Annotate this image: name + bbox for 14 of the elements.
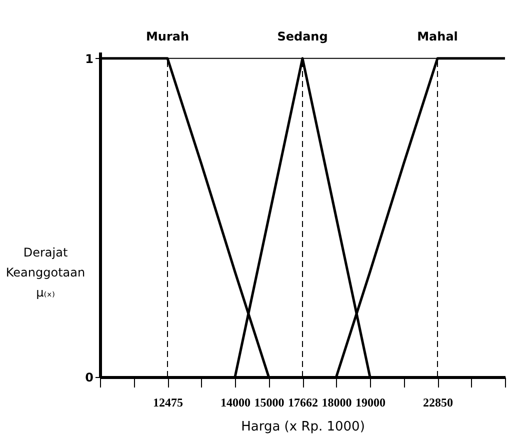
y-axis-title: Derajat Keanggotaan μ₍ₓ₎: [6, 246, 86, 300]
x-tick-label: 19000: [356, 396, 386, 410]
x-tick-label: 14000: [220, 396, 250, 410]
series-label: Mahal: [417, 29, 458, 44]
x-tick-label: 18000: [322, 396, 352, 410]
series-label: Murah: [146, 29, 190, 44]
x-tick-label: 22850: [423, 396, 453, 410]
series-label: Sedang: [277, 29, 328, 44]
x-tick-label: 15000: [254, 396, 284, 410]
x-tick-label: 17662: [288, 396, 318, 410]
y-tick-label: 1: [85, 52, 94, 66]
x-axis-title: Harga (x Rp. 1000): [241, 420, 365, 434]
x-tick-label: 12475: [153, 396, 183, 410]
y-tick-label: 0: [85, 370, 94, 384]
